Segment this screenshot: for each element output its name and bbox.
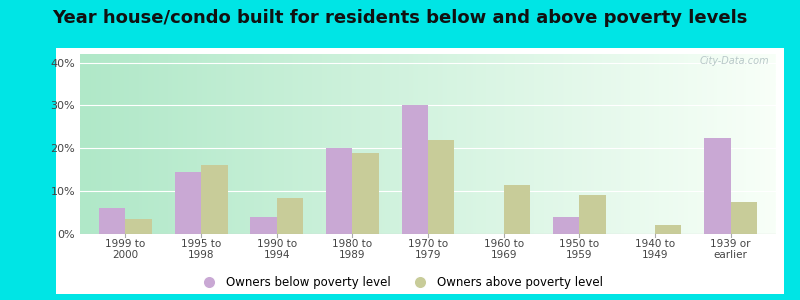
Bar <box>402 105 428 234</box>
Bar <box>250 217 277 234</box>
Bar <box>704 138 730 234</box>
Bar <box>174 172 201 234</box>
Text: City-Data.com: City-Data.com <box>699 56 769 66</box>
Bar <box>201 165 227 234</box>
Bar <box>504 185 530 234</box>
Bar <box>126 219 152 234</box>
Bar <box>579 195 606 234</box>
Bar <box>730 202 757 234</box>
Bar <box>99 208 126 234</box>
Bar <box>352 153 379 234</box>
Bar <box>326 148 352 234</box>
Bar <box>553 217 579 234</box>
Bar <box>655 225 682 234</box>
Bar <box>277 198 303 234</box>
Legend: Owners below poverty level, Owners above poverty level: Owners below poverty level, Owners above… <box>193 272 607 294</box>
Bar <box>428 140 454 234</box>
Text: Year house/condo built for residents below and above poverty levels: Year house/condo built for residents bel… <box>52 9 748 27</box>
